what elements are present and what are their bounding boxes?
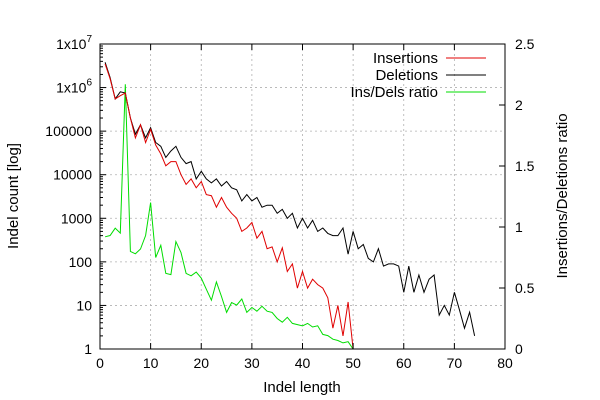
- y-right-tick-label: 1: [515, 219, 523, 235]
- x-tick-label: 0: [96, 355, 104, 371]
- series-line-ins-dels-ratio: [104, 84, 354, 349]
- labels-layer: 0 10 20 30 40 50 60 70 801101001000100001000001x…: [45, 34, 534, 371]
- y-left-tick-label: 1: [84, 341, 92, 357]
- y-left-tick-label: 100: [69, 254, 93, 270]
- y-left-tick-label: 1x107: [56, 34, 92, 52]
- legend-label: Ins/Dels ratio: [350, 84, 438, 101]
- y-left-tick-label: 10: [76, 297, 92, 313]
- y-right-tick-label: 0.5: [515, 280, 535, 296]
- y-left-tick-label: 10000: [53, 167, 92, 183]
- x-tick-label: 80: [497, 355, 513, 371]
- x-tick-label: 70: [447, 355, 463, 371]
- ticks-layer: [99, 43, 506, 350]
- y-left-tick-base: 1x10: [56, 80, 87, 96]
- x-tick-label: 30: [244, 355, 260, 371]
- x-tick-label: 60: [396, 355, 412, 371]
- legend-label: Deletions: [375, 67, 438, 84]
- y-left-tick-label: 1x106: [56, 78, 92, 96]
- series-line-deletions: [104, 62, 476, 337]
- y-right-tick-label: 2.5: [515, 36, 535, 52]
- y-left-tick-base: 1x10: [56, 36, 87, 52]
- y-left-axis-title: Indel count [log]: [5, 143, 22, 249]
- y-left-tick-exponent: 7: [86, 34, 92, 45]
- x-tick-label: 40: [295, 355, 311, 371]
- series-line-insertions: [104, 63, 354, 349]
- x-tick-label: 20: [193, 355, 209, 371]
- y-left-tick-exponent: 6: [86, 78, 92, 89]
- x-axis-title: Indel length: [263, 379, 341, 396]
- y-left-tick-label: 100000: [45, 123, 92, 139]
- y-right-tick-label: 0: [515, 341, 523, 357]
- legend-label: Insertions: [373, 50, 438, 67]
- y-right-axis-title: Insertions/Deletions ratio: [554, 113, 571, 278]
- y-right-tick-label: 1.5: [515, 158, 535, 174]
- x-tick-label: 10: [143, 355, 159, 371]
- y-left-tick-label: 1000: [61, 210, 92, 226]
- x-tick-label: 50: [345, 355, 361, 371]
- grid-layer: [100, 44, 505, 349]
- series-layer: [104, 62, 476, 349]
- y-right-tick-label: 2: [515, 97, 523, 113]
